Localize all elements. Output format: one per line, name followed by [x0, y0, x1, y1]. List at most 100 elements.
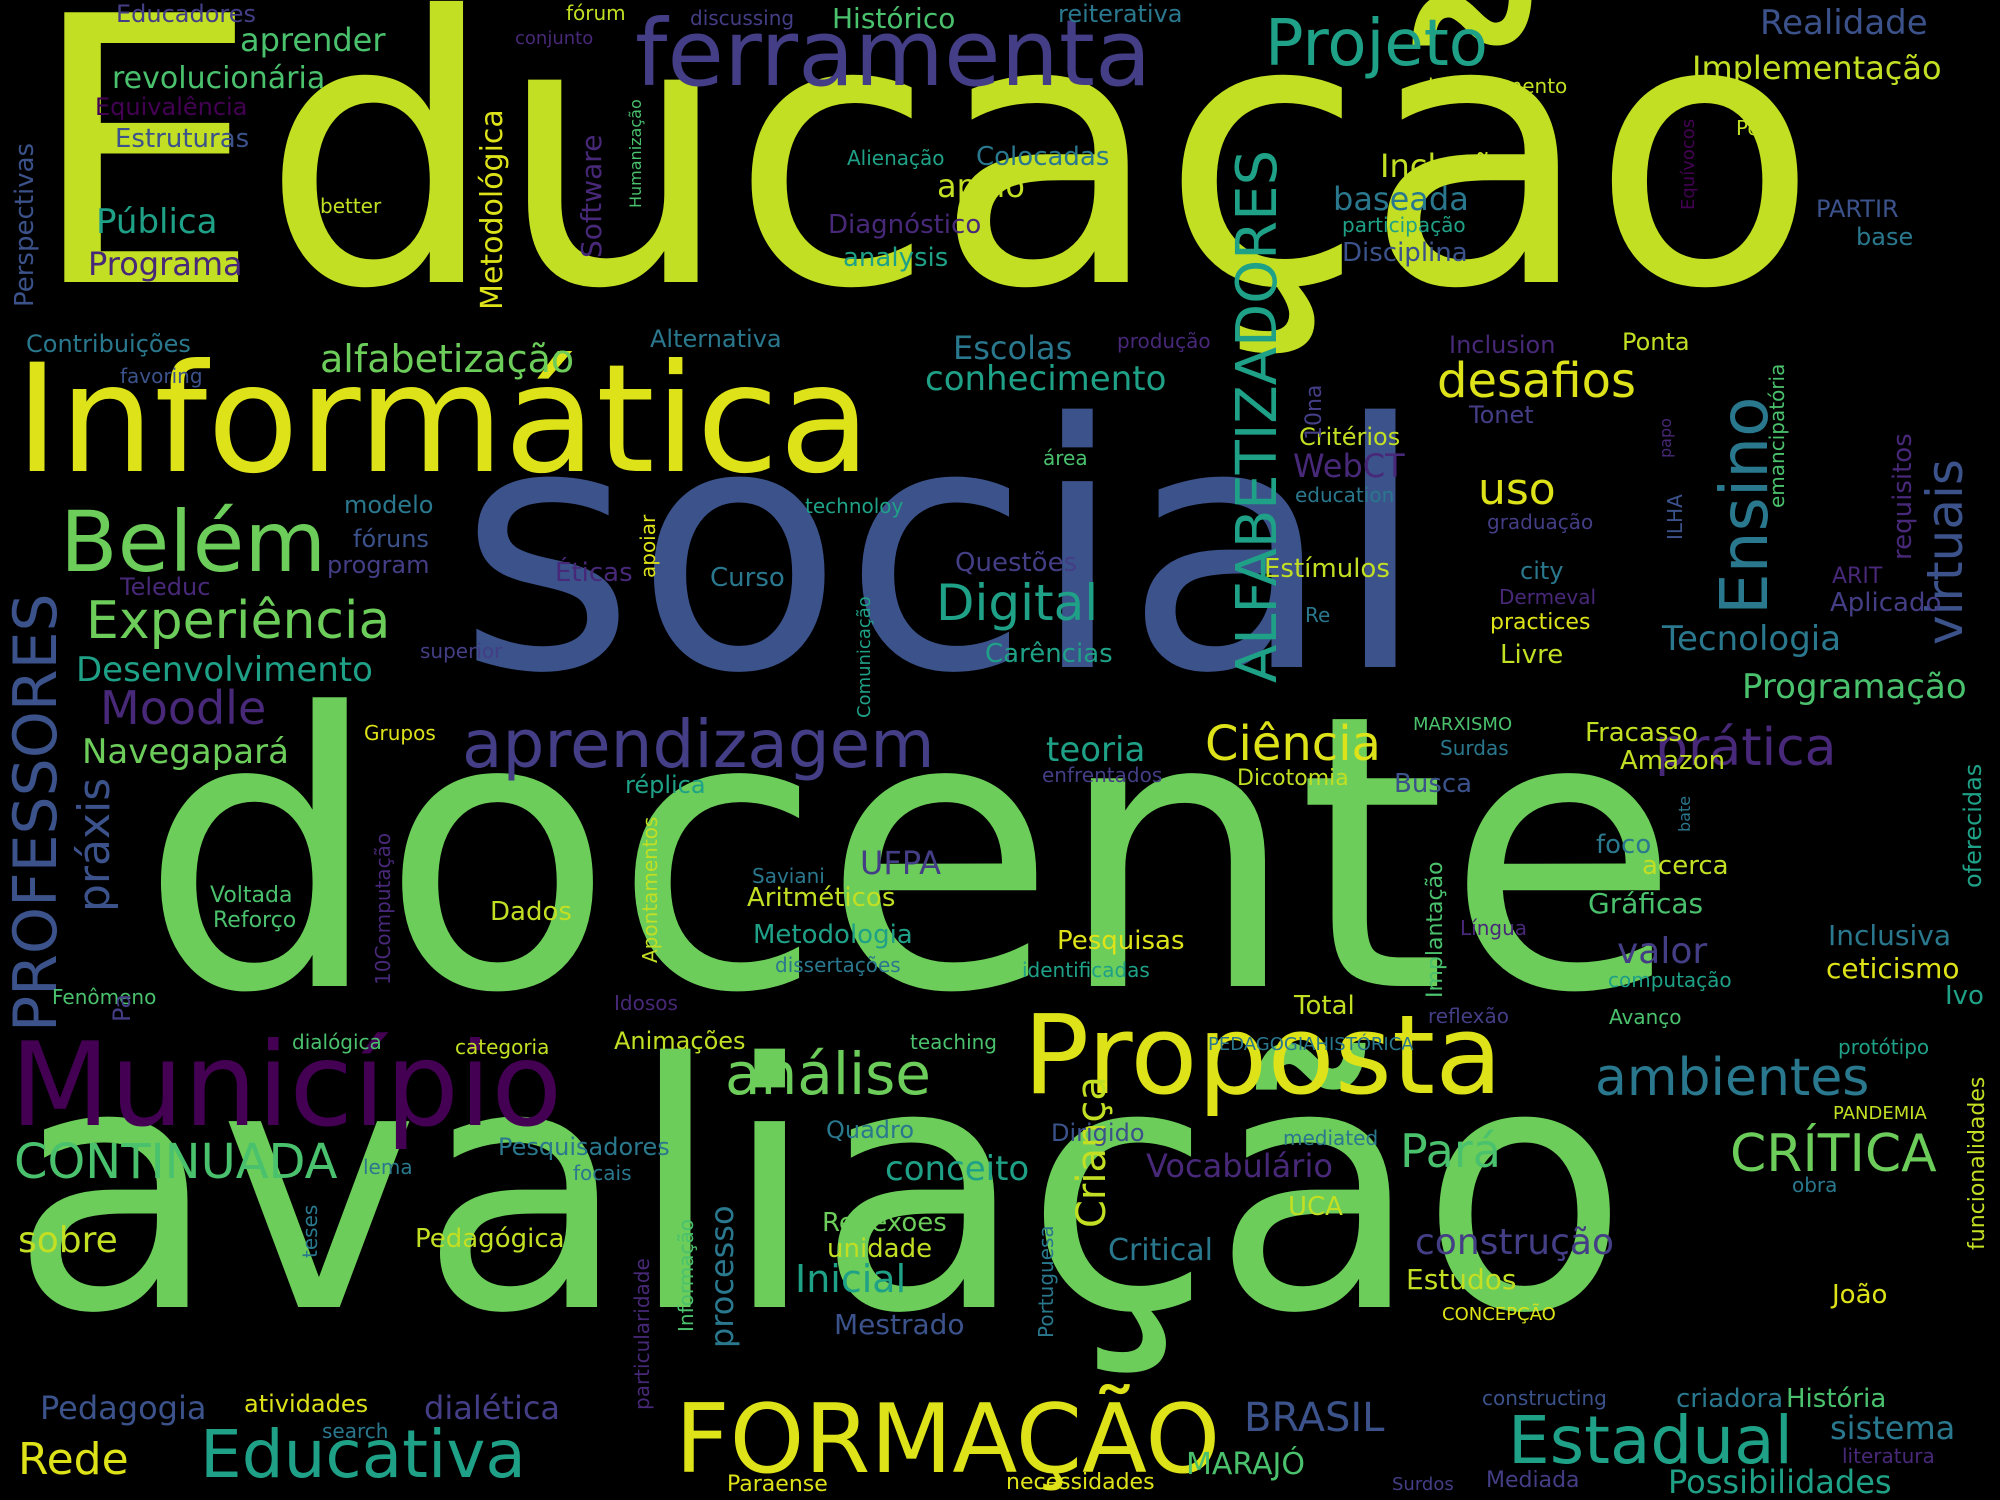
word-mestrado: Mestrado — [834, 1308, 965, 1341]
word-busca: Busca — [1394, 769, 1473, 799]
word-realidade: Realidade — [1760, 3, 1928, 43]
word-computacao: computação — [1608, 968, 1732, 992]
word-brasil: BRASIL — [1244, 1395, 1385, 1441]
word-funcionalidades: funcionalidades — [1965, 1076, 1990, 1250]
word-fracasso: Fracasso — [1585, 718, 1698, 748]
word-amazon: Amazon — [1620, 746, 1726, 776]
word-atividades: atividades — [244, 1390, 369, 1418]
word-docente: docente — [140, 633, 1681, 1076]
word-experiencia: Experiência — [86, 591, 391, 651]
word-lingua: Língua — [1460, 916, 1528, 940]
word-dicotomia: Dicotomia — [1237, 766, 1349, 791]
word-colocadas: Colocadas — [976, 142, 1110, 172]
word-discussing: discussing — [690, 6, 795, 30]
word-processo: processo — [703, 1205, 741, 1348]
word-superior: superior — [420, 639, 503, 663]
word-dialetica: dialética — [424, 1389, 561, 1427]
word-professores: PROFESSORES — [1, 593, 71, 1032]
word-equivalencia: Equivalência — [95, 93, 248, 121]
word-questoes: Questões — [955, 548, 1078, 578]
word-graduacao: graduação — [1487, 510, 1594, 534]
word-social: social — [458, 352, 1428, 748]
word-estimulos: Estímulos — [1264, 554, 1390, 584]
word-partir: PARTIR — [1816, 195, 1899, 223]
word-digital: Digital — [936, 574, 1099, 632]
word-dirigido: Dirigido — [1051, 1119, 1145, 1147]
word-disciplina: Disciplina — [1342, 238, 1468, 268]
word-ciencia: Ciência — [1205, 716, 1381, 772]
word-mediated: mediated — [1283, 1126, 1379, 1150]
word-literatura: literatura — [1842, 1444, 1935, 1468]
word-conjunto: conjunto — [515, 28, 594, 49]
word-estadual: Estadual — [1508, 1402, 1793, 1479]
word-education: education — [1295, 483, 1395, 507]
word-pandemia: PANDEMIA — [1833, 1103, 1927, 1124]
word-ona10: 10na — [1302, 384, 1327, 440]
word-modelo: modelo — [344, 491, 434, 519]
word-ufpa: UFPA — [860, 844, 941, 882]
word-pratica: prática — [1655, 718, 1837, 778]
word-program: program — [327, 551, 430, 579]
word-municipio: Município — [10, 1018, 563, 1153]
word-favoring: favoring — [120, 364, 203, 388]
word-foco: foco — [1596, 830, 1652, 860]
word-tecnologia: Tecnologia — [1662, 619, 1842, 659]
word-alternativa: Alternativa — [650, 325, 782, 353]
word-avaliacao: avaliação — [10, 992, 1629, 1388]
word-ferramenta: ferramenta — [635, 0, 1152, 107]
word-teses: teses — [298, 1204, 322, 1258]
word-focais: focais — [573, 1161, 632, 1185]
word-implantacao: Implantação — [1423, 861, 1448, 998]
word-levantamento: levantamento — [1428, 74, 1568, 98]
word-escolas: Escolas — [953, 329, 1073, 367]
word-quadro: Quadro — [826, 1116, 915, 1144]
word-historia: História — [1786, 1384, 1887, 1414]
word-para: Pará — [1400, 1124, 1501, 1178]
word-grupos: Grupos — [364, 721, 436, 745]
word-aritmeticos: Aritméticos — [747, 883, 896, 913]
word-perspectivas: Perspectivas — [10, 142, 40, 307]
word-webct: WebCT — [1293, 447, 1405, 485]
word-curso: Curso — [710, 563, 785, 593]
word-criterios: Critérios — [1299, 423, 1401, 451]
word-programacao: Programação — [1742, 667, 1967, 707]
word-belem: Belém — [60, 493, 327, 591]
word-ambientes: ambientes — [1595, 1048, 1870, 1108]
word-sistema: sistema — [1830, 1409, 1956, 1447]
word-critica: CRÍTICA — [1730, 1124, 1937, 1184]
word-informatica: Informática — [15, 333, 871, 507]
word-pa: Pa — [108, 993, 136, 1022]
word-alfabetizacao: alfabetização — [320, 337, 575, 381]
word-moodle: Moodle — [100, 681, 267, 735]
word-city: city — [1520, 557, 1564, 585]
word-marxismo: MARXISMO — [1413, 714, 1513, 735]
word-voltada: Voltada — [210, 883, 293, 908]
word-technoloy: technoloy — [805, 494, 904, 518]
word-analise: análise — [725, 1040, 931, 1108]
word-uca: UCA — [1288, 1192, 1343, 1222]
word-humanizacao: Humanização — [626, 99, 645, 208]
word-sobre: sobre — [18, 1220, 118, 1261]
word-area: área — [1043, 446, 1088, 470]
word-teleduc: Teleduc — [120, 573, 211, 601]
word-practices: practices — [1490, 610, 1591, 635]
word-producao: produção — [1117, 329, 1211, 353]
word-surdas: Surdas — [1440, 736, 1509, 760]
word-uso: uso — [1478, 464, 1556, 515]
word-participacao: participação — [1342, 213, 1466, 237]
word-identificadas: identificadas — [1022, 958, 1150, 982]
word-bate: bate — [1675, 795, 1694, 832]
word-necessidades: necessidades — [1006, 1470, 1155, 1495]
word-marajo: MARAJÓ — [1186, 1447, 1306, 1482]
word-construcao: construção — [1415, 1222, 1615, 1263]
word-comunicacao: Comunicação — [854, 596, 875, 718]
word-dissertacoes: dissertações — [775, 953, 901, 977]
word-aprender: aprender — [240, 21, 386, 59]
word-rede: Rede — [18, 1434, 129, 1485]
word-apoio: apoio — [937, 167, 1025, 205]
word-inclusion: Inclusion — [1449, 331, 1556, 359]
word-carencias: Carências — [985, 639, 1113, 669]
word-dermeval: Dermeval — [1499, 585, 1597, 609]
word-criadora: criadora — [1676, 1384, 1784, 1414]
